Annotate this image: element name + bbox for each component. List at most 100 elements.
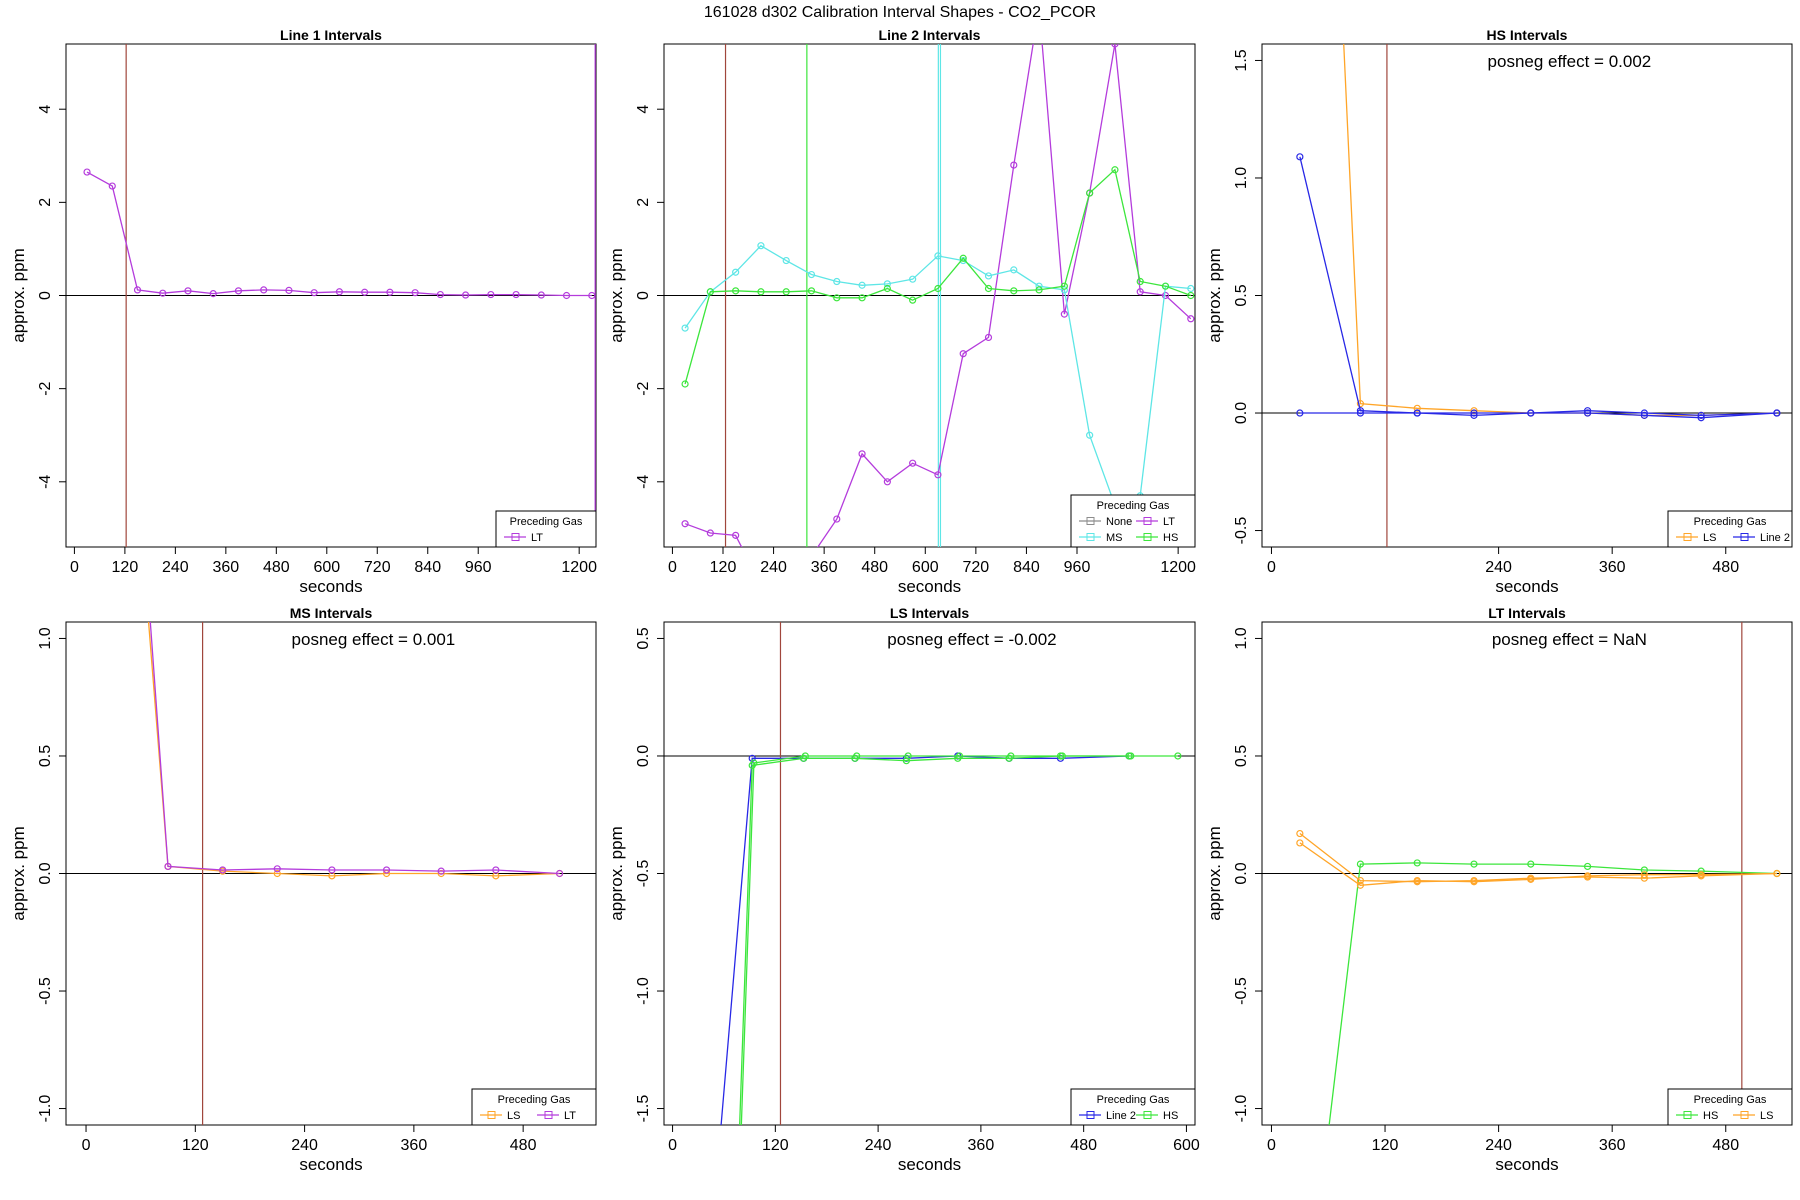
x-tick-label: 960 [1064, 559, 1091, 576]
legend: Preceding Gas HS LS [1667, 1088, 1793, 1126]
data-point [1060, 310, 1068, 318]
y-tick-label: -0.5 [37, 977, 54, 1005]
data-point [801, 752, 809, 760]
y-tick-label: 0.0 [37, 862, 54, 884]
legend-swatch-marker [1143, 1111, 1152, 1119]
series-line-ls [1299, 842, 1777, 886]
series-line-lt [149, 622, 560, 875]
x-tick-label: 360 [1599, 1137, 1626, 1154]
y-tick-label: 4 [37, 105, 54, 114]
data-point [147, 612, 153, 618]
posneg-annotation: posneg effect = 0.001 [292, 630, 456, 649]
data-point [757, 288, 765, 296]
legend-swatch-marker [544, 1111, 553, 1119]
x-tick-label: 480 [510, 1137, 537, 1154]
x-tick-label: 360 [401, 1137, 428, 1154]
data-point [1086, 189, 1094, 197]
legend-swatch-marker [1683, 533, 1692, 541]
data-point [1697, 414, 1705, 422]
data-point [1356, 860, 1365, 868]
y-tick-label: 4 [635, 105, 652, 114]
data-point [1136, 288, 1144, 296]
y-tick-label: -0.5 [1233, 977, 1250, 1005]
data-point [335, 288, 344, 296]
y-tick-label: 0.5 [37, 745, 54, 767]
data-point [959, 254, 967, 262]
data-point [1086, 431, 1094, 439]
legend-title: Preceding Gas [1097, 1094, 1170, 1106]
series-line-hs [1328, 862, 1777, 1125]
y-tick-label: 2 [37, 198, 54, 207]
data-point [807, 270, 816, 279]
data-point [382, 866, 391, 874]
legend-swatch-marker [1740, 533, 1749, 541]
data-point [1058, 752, 1066, 760]
legend: Preceding Gas LT [495, 510, 597, 548]
x-axis-label: seconds [1495, 577, 1558, 596]
x-axis-label: seconds [299, 577, 362, 596]
legend-entry-label: None [1106, 516, 1132, 528]
data-point [706, 288, 714, 296]
data-point [732, 268, 740, 276]
x-tick-label: 240 [1485, 1137, 1512, 1154]
chart-title: MS Intervals [290, 605, 373, 621]
y-tick-label: 0.5 [635, 627, 652, 649]
data-point [1010, 266, 1018, 274]
data-point [1010, 287, 1018, 295]
data-point [219, 866, 227, 874]
data-point [273, 869, 281, 878]
data-point [1356, 881, 1365, 889]
series-line-line-2 [1299, 410, 1777, 417]
data-point [1161, 291, 1170, 300]
data-point [1527, 409, 1535, 417]
legend-entry-label: HS [1163, 532, 1178, 544]
data-point [909, 275, 917, 283]
data-point [909, 296, 917, 304]
legend-swatch-marker [1086, 533, 1095, 541]
x-tick-label: 1200 [1160, 559, 1196, 576]
x-tick-label: 240 [291, 1137, 318, 1154]
y-tick-label: -4 [37, 475, 54, 489]
y-tick-label: 1.0 [1233, 167, 1250, 189]
data-point [904, 752, 912, 760]
data-point [738, 1129, 744, 1135]
data-point [984, 333, 993, 342]
data-point [164, 862, 172, 871]
y-axis-label: approx. ppm [9, 826, 28, 921]
data-point [807, 287, 816, 295]
series-line-lt [86, 171, 592, 297]
y-tick-label: 1.0 [37, 627, 54, 649]
data-point [133, 286, 142, 294]
x-tick-label: 720 [364, 559, 391, 576]
x-tick-label: 480 [1070, 1137, 1097, 1154]
data-point [833, 277, 841, 286]
series-line-hs [740, 755, 1178, 1125]
data-point [750, 759, 758, 767]
data-point [757, 242, 765, 250]
legend-title: Preceding Gas [1694, 1094, 1767, 1106]
x-tick-label: 120 [112, 559, 139, 576]
data-point [1035, 282, 1043, 290]
data-point [1413, 404, 1421, 412]
x-tick-label: 480 [1712, 1137, 1739, 1154]
data-point [1356, 400, 1365, 408]
data-point [984, 272, 993, 280]
y-tick-label: -2 [37, 381, 54, 395]
series-line-hs [738, 755, 1130, 1125]
x-tick-label: 120 [710, 559, 737, 576]
data-point [934, 471, 942, 479]
y-tick-label: 0.0 [635, 745, 652, 767]
x-tick-label: 240 [865, 1137, 892, 1154]
data-point [537, 291, 545, 299]
legend-entry-label: LS [1760, 1110, 1773, 1122]
data-point [1296, 409, 1304, 417]
legend-entry-label: LT [564, 1110, 576, 1122]
data-point [234, 287, 243, 295]
plot-area [1296, 44, 1781, 547]
legend-swatch-marker [1143, 533, 1152, 541]
data-point [736, 1129, 742, 1135]
y-tick-label: 0 [37, 291, 54, 300]
data-point [1356, 409, 1365, 417]
series-line-lt [684, 44, 1192, 547]
x-tick-label: 0 [1267, 1137, 1276, 1154]
